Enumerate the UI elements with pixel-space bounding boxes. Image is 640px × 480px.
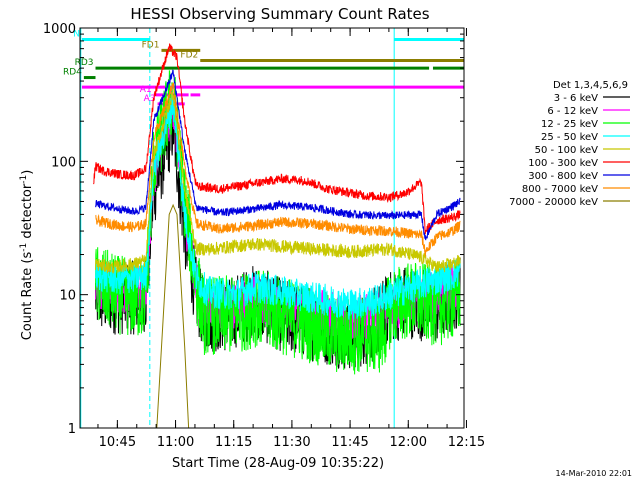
legend-label: 300 - 800 keV [528,171,598,182]
legend: Det 1,3,4,5,6,9 3 - 6 keV 6 - 12 keV 12 - 2… [509,80,630,208]
series-line-12-25-kev [95,70,461,375]
x-tick-label: 11:00 [157,435,194,450]
x-tick-label: 10:45 [99,435,136,450]
y-axis-label: Count Rate (s-1 detector-1) [19,170,35,341]
series-line-800-7000-kev [95,82,461,257]
status-bar-label: A3 [144,94,156,104]
x-tick-label: 12:15 [448,435,485,450]
legend-label: 7000 - 20000 keV [509,197,598,208]
status-bar-label: RD3 [75,58,94,68]
legend-title: Det 1,3,4,5,6,9 [553,80,628,91]
legend-label: 100 - 300 keV [528,158,598,169]
legend-label: 3 - 6 keV [554,93,598,104]
y-tick-label: 1000 [43,22,76,37]
legend-label: 25 - 50 keV [541,132,598,143]
timestamp: 14-Mar-2010 22:01 [556,469,633,478]
series-line-50-100-kev [95,91,461,274]
series-line-25-50-kev [95,92,461,320]
x-tick-label: 11:30 [273,435,310,450]
x-tick-label: 12:00 [390,435,427,450]
chart-title: HESSI Observing Summary Count Rates [130,5,429,23]
legend-label: 50 - 100 keV [535,145,599,156]
y-tick-label: 10 [59,289,76,304]
y-tick-label: 1 [68,422,76,437]
plot-frame [79,27,465,429]
y-tick-label: 100 [51,155,76,170]
x-axis-label: Start Time (28-Aug-09 10:35:22) [172,456,384,471]
x-tick-label: 11:45 [331,435,368,450]
legend-label: 12 - 25 keV [541,119,598,130]
series-line-7000-20000-kev [156,203,190,429]
series-line-300-800-kev [95,69,461,241]
series-line-100-300-kev [93,43,461,235]
status-bar-label: N [73,29,80,39]
status-bar-label: FD2 [180,51,198,61]
status-bar-label: FD1 [142,40,160,50]
status-bar-label: RD4 [63,68,82,78]
x-tick-label: 11:15 [215,435,252,450]
legend-label: 800 - 7000 keV [522,184,598,195]
legend-label: 6 - 12 keV [547,106,598,117]
status-bar-label: A1 [140,85,152,95]
